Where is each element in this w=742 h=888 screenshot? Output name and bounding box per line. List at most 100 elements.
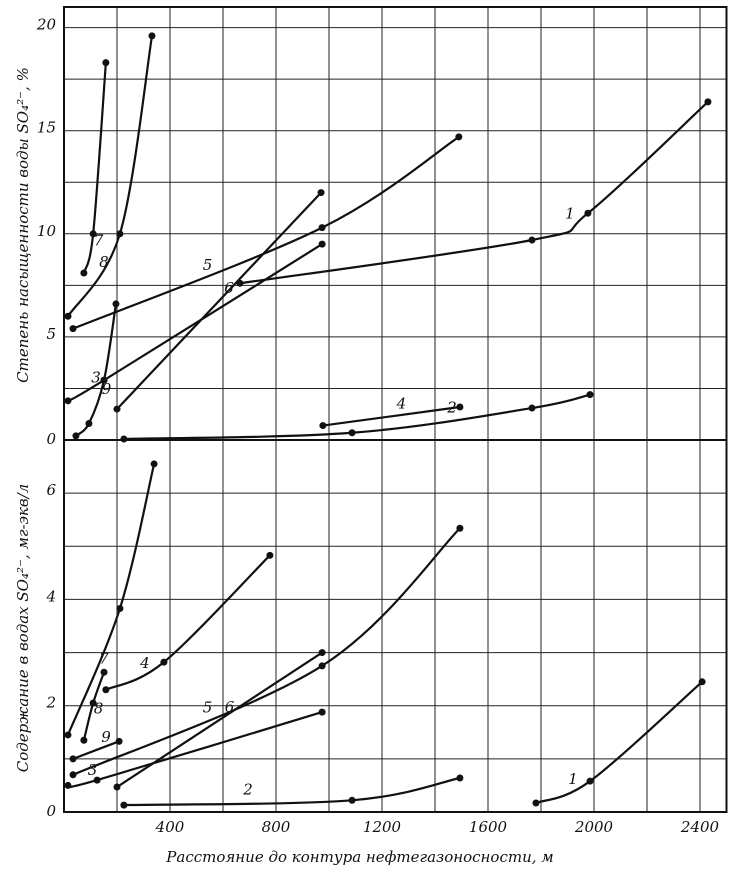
data-point <box>456 774 464 782</box>
data-point <box>318 224 326 232</box>
data-point <box>102 686 110 694</box>
y-tick-label: 15 <box>37 119 56 137</box>
data-point <box>586 391 594 399</box>
data-point <box>69 771 77 779</box>
data-point <box>348 429 356 437</box>
curve-label: 6 <box>224 279 234 297</box>
curve-label: 1 <box>565 205 575 223</box>
curve-label: 3 <box>88 761 98 779</box>
data-point <box>80 269 88 277</box>
curve-label: 5 <box>203 256 213 274</box>
data-point <box>64 312 72 320</box>
y-axis-label: Содержание в водах SO₄²⁻, мг-экв/л <box>14 484 32 772</box>
data-point <box>318 649 326 657</box>
data-point <box>704 98 712 106</box>
data-point <box>89 230 97 238</box>
data-point <box>116 230 124 238</box>
curve <box>105 554 271 691</box>
data-point <box>113 405 121 413</box>
curve <box>116 191 322 410</box>
data-point <box>69 325 77 333</box>
data-point <box>318 240 326 248</box>
data-point <box>100 376 108 384</box>
curve-label: 8 <box>99 253 109 271</box>
data-point <box>100 668 108 676</box>
curve <box>322 405 461 427</box>
data-point <box>85 420 93 428</box>
data-point <box>120 801 128 809</box>
data-point <box>698 678 706 686</box>
curve-label: 5 <box>203 698 213 716</box>
y-tick-label: 10 <box>37 222 57 240</box>
data-point <box>64 397 72 405</box>
curve-label: 9 <box>102 380 112 398</box>
data-point <box>64 731 72 739</box>
curve <box>72 135 460 330</box>
x-tick-label: 1600 <box>469 818 508 836</box>
x-tick-label: 2400 <box>680 818 720 836</box>
y-tick-label: 2 <box>45 694 56 712</box>
y-tick-label: 4 <box>45 587 56 605</box>
data-point <box>456 524 464 532</box>
y-tick-label: 20 <box>36 16 57 34</box>
y-tick-label: 5 <box>46 325 56 343</box>
curve-label: 1 <box>568 770 578 788</box>
data-point <box>318 708 326 716</box>
data-point <box>120 435 128 443</box>
curve-label: 9 <box>101 728 111 746</box>
curve-label: 7 <box>94 231 104 249</box>
data-point <box>319 422 327 430</box>
data-point <box>532 799 540 807</box>
curve <box>123 393 591 441</box>
curve <box>116 651 323 788</box>
x-tick-label: 400 <box>155 818 185 836</box>
plot-frame <box>63 6 728 441</box>
y-tick-label: 0 <box>46 802 56 820</box>
data-point <box>93 776 101 784</box>
y-tick-label: 0 <box>46 430 56 448</box>
data-point <box>317 189 325 197</box>
data-point <box>116 604 124 612</box>
data-point <box>266 551 274 559</box>
data-point <box>64 781 72 789</box>
data-point <box>150 460 158 468</box>
data-point <box>69 755 77 763</box>
data-point <box>586 777 594 785</box>
curve <box>67 243 323 402</box>
data-point <box>89 699 97 707</box>
data-point <box>160 658 168 666</box>
data-point <box>584 209 592 217</box>
data-point <box>72 432 80 440</box>
curve-label: 7 <box>99 650 109 668</box>
curve <box>67 711 323 789</box>
plot-frame <box>63 439 728 813</box>
data-point <box>528 236 536 244</box>
curve-label: 4 <box>396 394 407 412</box>
x-tick-label: 1200 <box>363 818 402 836</box>
data-point <box>113 783 121 791</box>
data-point <box>102 59 110 67</box>
x-axis-label: Расстояние до контура нефтегазоносности,… <box>165 848 553 866</box>
curve <box>75 303 118 437</box>
data-point <box>455 133 463 141</box>
x-tick-label: 2000 <box>574 818 614 836</box>
curve-label: 4 <box>139 654 150 672</box>
data-point <box>318 662 326 670</box>
curve <box>535 680 703 805</box>
data-point <box>528 404 536 412</box>
curve-label: 2 <box>242 781 253 799</box>
curve <box>72 740 120 760</box>
curve-label: 6 <box>225 698 235 716</box>
data-point <box>148 32 156 40</box>
curve <box>123 776 461 807</box>
data-point <box>80 736 88 744</box>
curve-label: 3 <box>91 369 101 387</box>
data-point <box>456 403 464 411</box>
data-point <box>115 737 123 745</box>
curve <box>82 62 107 274</box>
data-point <box>348 796 356 804</box>
y-tick-label: 6 <box>46 481 56 499</box>
x-tick-label: 800 <box>262 818 291 836</box>
y-axis-label: Степень насыщенности воды SO₄²⁻, % <box>14 67 32 383</box>
